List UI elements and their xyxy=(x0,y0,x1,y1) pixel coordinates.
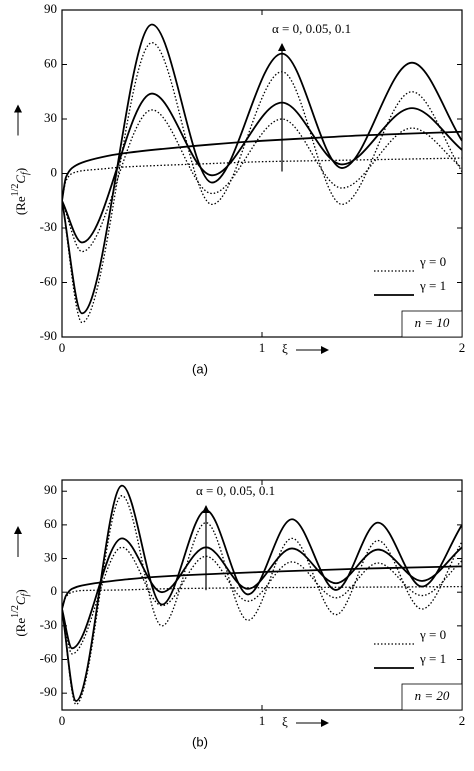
y-axis-label: (Re1/2Cf) xyxy=(10,589,31,636)
legend-label: γ = 0 xyxy=(419,254,446,269)
y-tick-label: 60 xyxy=(44,516,57,531)
x-tick-label: 0 xyxy=(59,340,66,355)
curve xyxy=(62,157,462,201)
curve xyxy=(62,130,462,201)
plot-frame xyxy=(61,479,463,711)
y-tick-label: 0 xyxy=(51,583,58,598)
curve xyxy=(62,92,462,244)
legend-label: γ = 1 xyxy=(419,278,446,293)
x-tick-label: 2 xyxy=(459,340,466,355)
curve xyxy=(62,546,462,655)
plot-frame xyxy=(61,9,463,338)
x-tick-label: 1 xyxy=(259,713,266,728)
y-tick-label: -90 xyxy=(40,328,57,343)
y-tick-label: -30 xyxy=(40,617,57,632)
curve xyxy=(62,495,462,706)
y-tick-label: -60 xyxy=(40,273,57,288)
y-label-part: ) xyxy=(13,168,28,172)
y-tick-label: 30 xyxy=(44,110,57,125)
curve xyxy=(62,565,462,610)
y-tick-label: 60 xyxy=(44,55,57,70)
curve xyxy=(62,585,462,610)
y-tick-label: 90 xyxy=(44,482,57,497)
y-label-sup: 1/2 xyxy=(10,605,21,618)
panel-label: (a) xyxy=(192,361,208,376)
y-label-sub: f xyxy=(20,592,31,596)
y-axis-label: (Re1/2Cf) xyxy=(10,168,31,215)
info-box xyxy=(401,683,463,711)
y-label-part: C xyxy=(13,175,28,184)
y-label-part: (Re xyxy=(13,196,28,215)
x-tick-label: 0 xyxy=(59,713,66,728)
y-label-part: ) xyxy=(13,589,28,593)
info-box xyxy=(401,310,463,338)
y-tick-label: -60 xyxy=(40,650,57,665)
y-label-part: C xyxy=(13,596,28,605)
chart-panel: -90 -60 -30 0 30 60 90 0 1 2 ξ (b) (Re1/2Cf) α = 0, 0… xyxy=(10,479,466,749)
y-label-part: (Re xyxy=(13,618,28,637)
legend-label: γ = 1 xyxy=(419,651,446,666)
info-box-text: n = 20 xyxy=(415,688,450,703)
chart-panel: -90 -60 -30 0 30 60 90 0 1 2 ξ (a) (Re1/2Cf) α = 0, 0… xyxy=(10,1,465,376)
y-tick-label: -30 xyxy=(40,219,57,234)
series-group xyxy=(62,23,462,324)
x-axis-label: ξ xyxy=(282,341,288,356)
panel-label: (b) xyxy=(192,734,208,749)
y-tick-label: 90 xyxy=(44,1,57,16)
curve xyxy=(62,23,462,315)
y-label-sup: 1/2 xyxy=(10,184,21,197)
y-tick-label: 0 xyxy=(51,164,58,179)
x-tick-label: 2 xyxy=(459,713,466,728)
y-label-sub: f xyxy=(20,171,31,175)
info-box-text: n = 10 xyxy=(415,315,450,330)
annotation: α = 0, 0.05, 0.1 xyxy=(272,21,351,36)
y-tick-label: 30 xyxy=(44,550,57,565)
legend-label: γ = 0 xyxy=(419,627,446,642)
x-axis-label: ξ xyxy=(282,714,288,729)
annotation: α = 0, 0.05, 0.1 xyxy=(196,483,275,498)
y-tick-label: -90 xyxy=(40,684,57,699)
curve xyxy=(62,42,462,324)
curve xyxy=(62,537,462,650)
x-tick-label: 1 xyxy=(259,340,266,355)
series-group xyxy=(62,484,462,706)
curve xyxy=(62,109,462,253)
curve xyxy=(62,484,462,702)
